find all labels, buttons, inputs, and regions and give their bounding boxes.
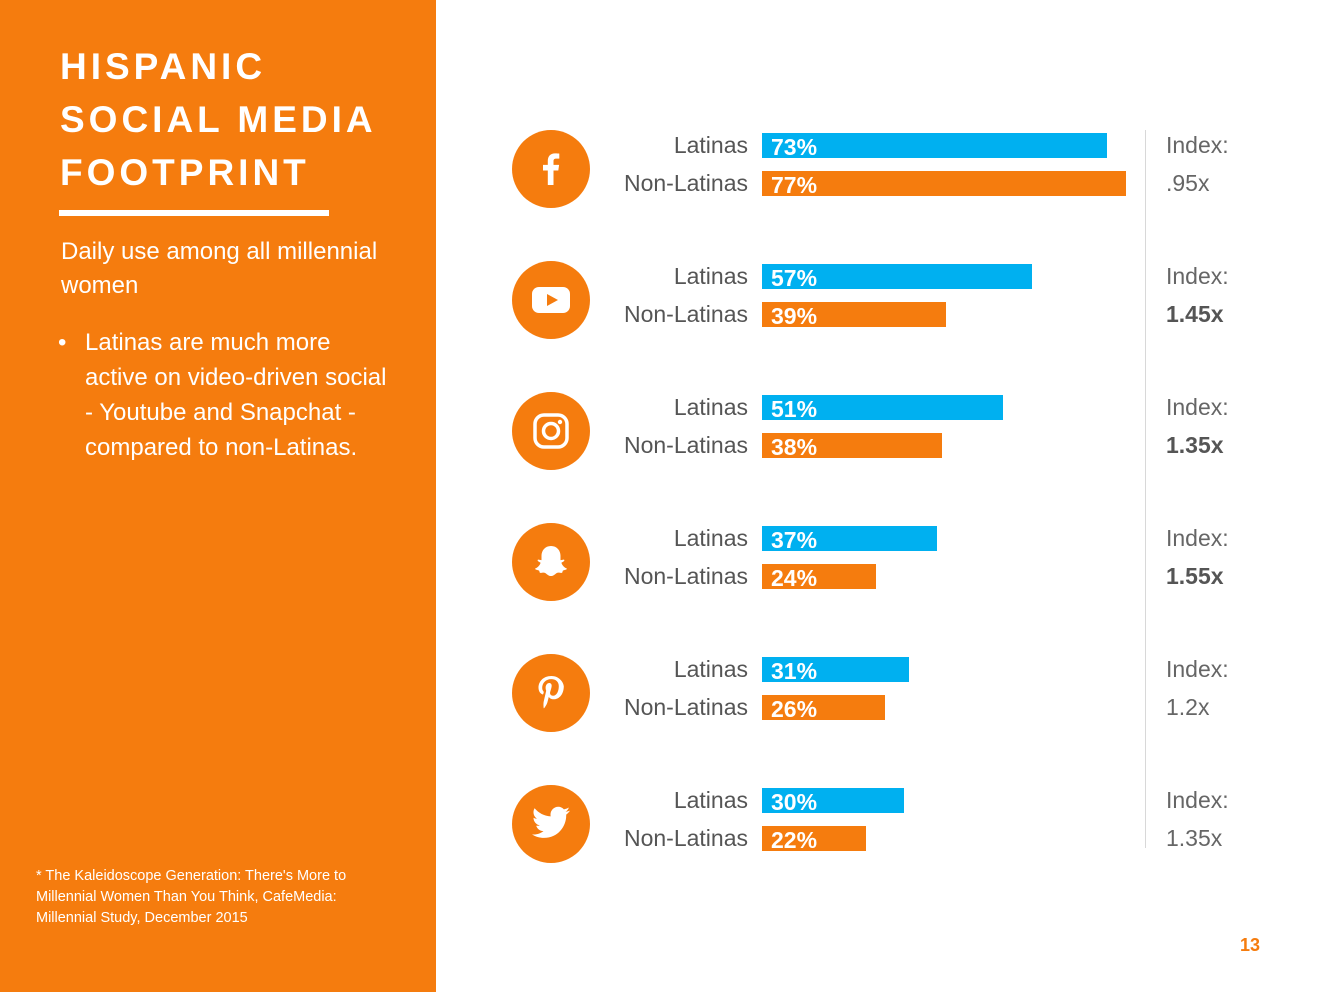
value-label-non-latinas: 22% (771, 827, 818, 853)
index-value: 1.55x (1166, 563, 1224, 589)
bar-latinas (762, 133, 1107, 158)
title-underline (59, 210, 329, 216)
instagram-icon (512, 392, 590, 470)
index-label: Index: (1166, 394, 1229, 420)
index-label: Index: (1166, 525, 1229, 551)
chart-row-youtube: Latinas Non-Latinas 57% 39% Index: 1.45x (0, 261, 1323, 341)
series-label-latinas: Latinas (673, 132, 748, 158)
title-line-1: HISPANIC (60, 46, 267, 87)
index-divider (1145, 130, 1146, 848)
bar-non-latinas (762, 302, 946, 327)
page-number: 13 (1240, 935, 1261, 955)
index-value: 1.35x (1166, 432, 1224, 458)
series-label-non-latinas: Non-Latinas (623, 694, 748, 720)
series-label-non-latinas: Non-Latinas (623, 825, 748, 851)
chart-row-instagram: Latinas Non-Latinas 51% 38% Index: 1.35x (0, 392, 1323, 472)
index-label: Index: (1166, 787, 1229, 813)
chart-row-twitter: Latinas Non-Latinas 30% 22% Index: 1.35x (0, 785, 1323, 865)
series-label-non-latinas: Non-Latinas (623, 563, 748, 589)
chart-row-facebook: Latinas Non-Latinas 73% 77% Index: .95x (0, 130, 1323, 210)
bullet-marker: • (58, 329, 67, 356)
bullet-text: Latinas are much more active on video-dr… (85, 329, 387, 461)
value-label-latinas: 57% (771, 265, 818, 291)
series-label-non-latinas: Non-Latinas (623, 301, 748, 327)
value-label-latinas: 31% (771, 658, 818, 684)
value-label-latinas: 30% (771, 789, 818, 815)
youtube-icon (512, 261, 590, 339)
series-label-latinas: Latinas (673, 656, 748, 682)
value-label-latinas: 37% (771, 527, 818, 553)
snapchat-icon (512, 523, 590, 601)
title-line-2: SOCIAL MEDIA (60, 99, 377, 140)
series-label-non-latinas: Non-Latinas (623, 170, 748, 196)
chart-row-snapchat: Latinas Non-Latinas 37% 24% Index: 1.55x (0, 523, 1323, 603)
index-value: 1.45x (1166, 301, 1224, 327)
series-label-latinas: Latinas (673, 787, 748, 813)
series-label-latinas: Latinas (673, 394, 748, 420)
page-title: HISPANIC SOCIAL MEDIA FOOTPRINT (60, 40, 420, 199)
bar-non-latinas (762, 564, 876, 589)
title-line-3: FOOTPRINT (60, 152, 310, 193)
sidebar-panel: HISPANIC SOCIAL MEDIA FOOTPRINT Daily us… (0, 0, 436, 992)
twitter-icon (512, 785, 590, 863)
value-label-non-latinas: 77% (771, 172, 818, 198)
index-value: 1.2x (1166, 694, 1210, 720)
bar-latinas (762, 395, 1003, 420)
series-label-latinas: Latinas (673, 525, 748, 551)
value-label-latinas: 51% (771, 396, 818, 422)
facebook-icon (512, 130, 590, 208)
bar-latinas (762, 264, 1032, 289)
index-value: .95x (1166, 170, 1210, 196)
value-label-non-latinas: 38% (771, 434, 818, 460)
bar-non-latinas (762, 826, 866, 851)
bar-non-latinas (762, 171, 1126, 196)
bar-non-latinas (762, 433, 942, 458)
index-label: Index: (1166, 132, 1229, 158)
series-label-latinas: Latinas (673, 263, 748, 289)
index-label: Index: (1166, 263, 1229, 289)
chart-row-pinterest: Latinas Non-Latinas 31% 26% Index: 1.2x (0, 654, 1323, 734)
value-label-non-latinas: 39% (771, 303, 818, 329)
subtitle: Daily use among all millennial women (61, 238, 378, 299)
bar-latinas (762, 526, 937, 551)
value-label-latinas: 73% (771, 134, 818, 160)
source-footnote: * The Kaleidoscope Generation: There's M… (36, 868, 347, 926)
bar-latinas (762, 657, 909, 682)
index-label: Index: (1166, 656, 1229, 682)
value-label-non-latinas: 26% (771, 696, 818, 722)
value-label-non-latinas: 24% (771, 565, 818, 591)
pinterest-icon (512, 654, 590, 732)
index-value: 1.35x (1166, 825, 1223, 851)
bullet-point: • Latinas are much more active on video-… (58, 325, 388, 465)
bar-latinas (762, 788, 904, 813)
series-label-non-latinas: Non-Latinas (623, 432, 748, 458)
bar-non-latinas (762, 695, 885, 720)
